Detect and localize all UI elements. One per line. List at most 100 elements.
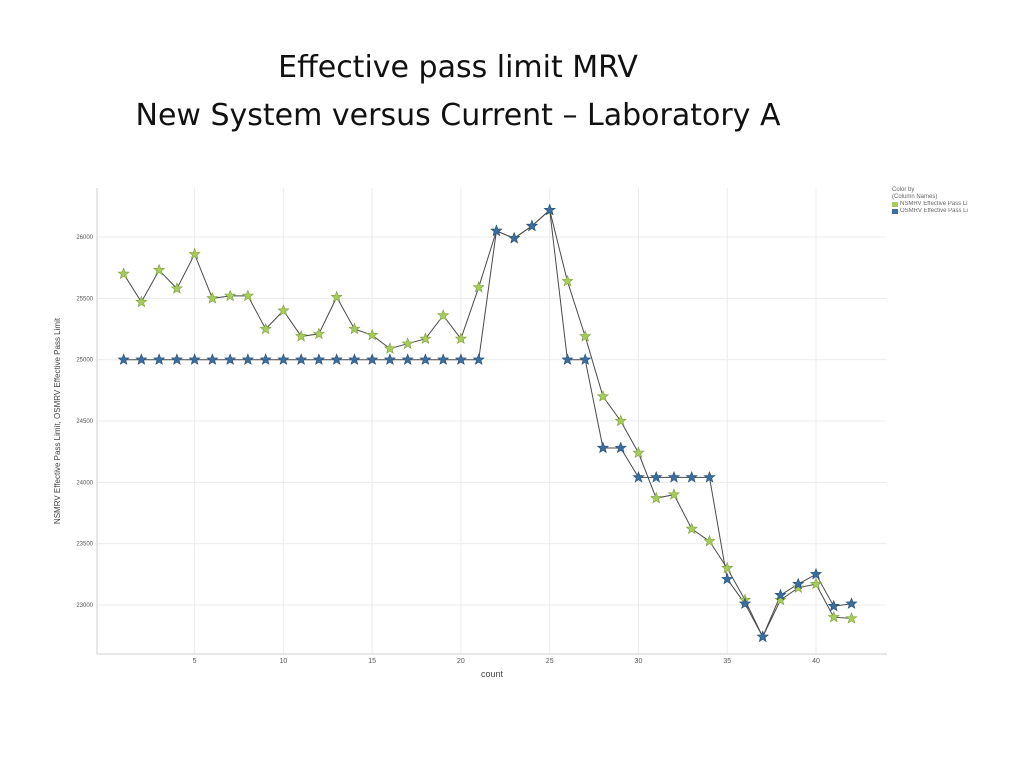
legend-label-osmrv: OSMRV Effective Pass Li [900,208,968,214]
data-point-marker[interactable] [845,597,858,609]
data-point-marker[interactable] [738,597,752,609]
data-point-marker[interactable] [383,353,397,365]
data-point-marker[interactable] [135,295,148,308]
data-point-marker[interactable] [401,337,414,349]
legend-item-osmrv[interactable]: OSMRV Effective Pass Li [892,208,982,215]
data-point-marker[interactable] [454,353,468,365]
chart-title-line2: New System versus Current – Laboratory A [135,98,781,133]
data-point-marker[interactable] [295,353,308,365]
legend-title: Color by [892,187,915,193]
data-point-marker[interactable] [579,329,592,342]
data-point-marker[interactable] [277,304,290,316]
data-point-marker[interactable] [188,247,201,260]
data-point-marker[interactable] [561,274,574,287]
data-point-marker[interactable] [153,353,166,365]
data-point-marker[interactable] [721,572,734,585]
data-point-marker[interactable] [579,353,592,365]
data-point-marker[interactable] [170,282,184,294]
x-tick-label: 5 [193,658,197,665]
data-point-marker[interactable] [809,577,823,590]
data-point-marker[interactable] [703,534,716,547]
data-point-marker[interactable] [454,332,468,345]
data-point-marker[interactable] [614,441,627,454]
data-point-marker[interactable] [650,470,663,483]
y-tick-label: 23500 [76,542,93,548]
data-point-marker[interactable] [170,353,184,365]
data-point-marker[interactable] [206,353,219,365]
data-point-marker[interactable] [241,289,255,302]
data-point-marker[interactable] [632,446,645,459]
y-tick-label: 26000 [76,235,93,241]
data-point-marker[interactable] [117,353,130,365]
legend-swatch-osmrv [892,209,898,214]
data-point-marker[interactable] [596,441,610,454]
data-point-marker[interactable] [472,353,485,365]
data-point-marker[interactable] [827,610,840,623]
data-point-marker[interactable] [241,353,255,365]
data-point-marker[interactable] [224,289,237,302]
data-point-marker[interactable] [117,267,130,280]
legend-item-nsmrv[interactable]: NSMRV Effective Pass Li [892,201,982,208]
data-point-marker[interactable] [774,593,787,606]
data-point-marker[interactable] [792,581,805,593]
y-tick-label: 24000 [76,480,93,486]
data-point-marker[interactable] [188,353,201,365]
data-point-marker[interactable] [490,224,503,237]
data-point-marker[interactable] [419,332,432,345]
data-point-marker[interactable] [685,522,698,535]
data-point-marker[interactable] [135,353,148,365]
data-point-marker[interactable] [721,561,734,574]
data-point-marker[interactable] [419,353,432,365]
chart-grid [97,188,887,654]
data-point-marker[interactable] [153,263,166,276]
data-point-marker[interactable] [792,577,805,590]
data-point-marker[interactable] [845,612,858,624]
data-point-marker[interactable] [295,329,308,342]
data-point-marker[interactable] [827,599,840,612]
y-tick-label: 25500 [76,296,93,302]
legend-swatch-nsmrv [892,202,898,207]
series-line-1 [123,209,852,638]
data-point-marker[interactable] [596,390,610,402]
data-point-marker[interactable] [366,353,379,365]
data-point-marker[interactable] [206,291,219,304]
data-point-marker[interactable] [312,327,326,340]
data-point-marker[interactable] [330,290,343,303]
data-point-marker[interactable] [348,322,361,335]
data-point-marker[interactable] [259,322,272,335]
data-point-marker[interactable] [330,353,343,365]
data-point-marker[interactable] [809,567,823,580]
y-axis-label: NSMRV Effective Pass Limit, OSMRV Effect… [53,317,62,524]
data-point-marker[interactable] [348,353,361,365]
data-point-marker[interactable] [774,588,787,601]
legend-label-nsmrv: NSMRV Effective Pass Li [900,201,968,207]
chart-axes [96,188,887,655]
data-point-marker[interactable] [366,328,379,341]
data-point-marker[interactable] [685,470,698,483]
x-tick-label: 40 [812,658,820,665]
x-tick-label: 35 [723,658,731,665]
data-point-marker[interactable] [703,470,716,483]
data-point-marker[interactable] [525,219,539,232]
x-tick-label: 15 [368,658,376,665]
data-point-marker[interactable] [756,630,769,643]
y-tick-label: 25000 [76,358,93,364]
data-point-marker[interactable] [614,414,627,427]
data-point-marker[interactable] [472,280,485,293]
data-point-marker[interactable] [667,470,681,483]
data-point-marker[interactable] [277,353,290,365]
data-point-marker[interactable] [632,470,645,483]
data-point-marker[interactable] [508,231,521,244]
data-point-marker[interactable] [259,353,272,365]
data-point-marker[interactable] [650,491,663,504]
data-point-marker[interactable] [383,342,397,354]
data-point-marker[interactable] [312,353,326,365]
data-point-marker[interactable] [437,309,450,321]
data-point-marker[interactable] [224,353,237,365]
data-point-marker[interactable] [401,353,414,365]
data-point-marker[interactable] [437,353,450,365]
data-point-marker[interactable] [561,353,574,365]
data-point-marker[interactable] [667,488,681,500]
data-point-marker[interactable] [543,203,556,216]
